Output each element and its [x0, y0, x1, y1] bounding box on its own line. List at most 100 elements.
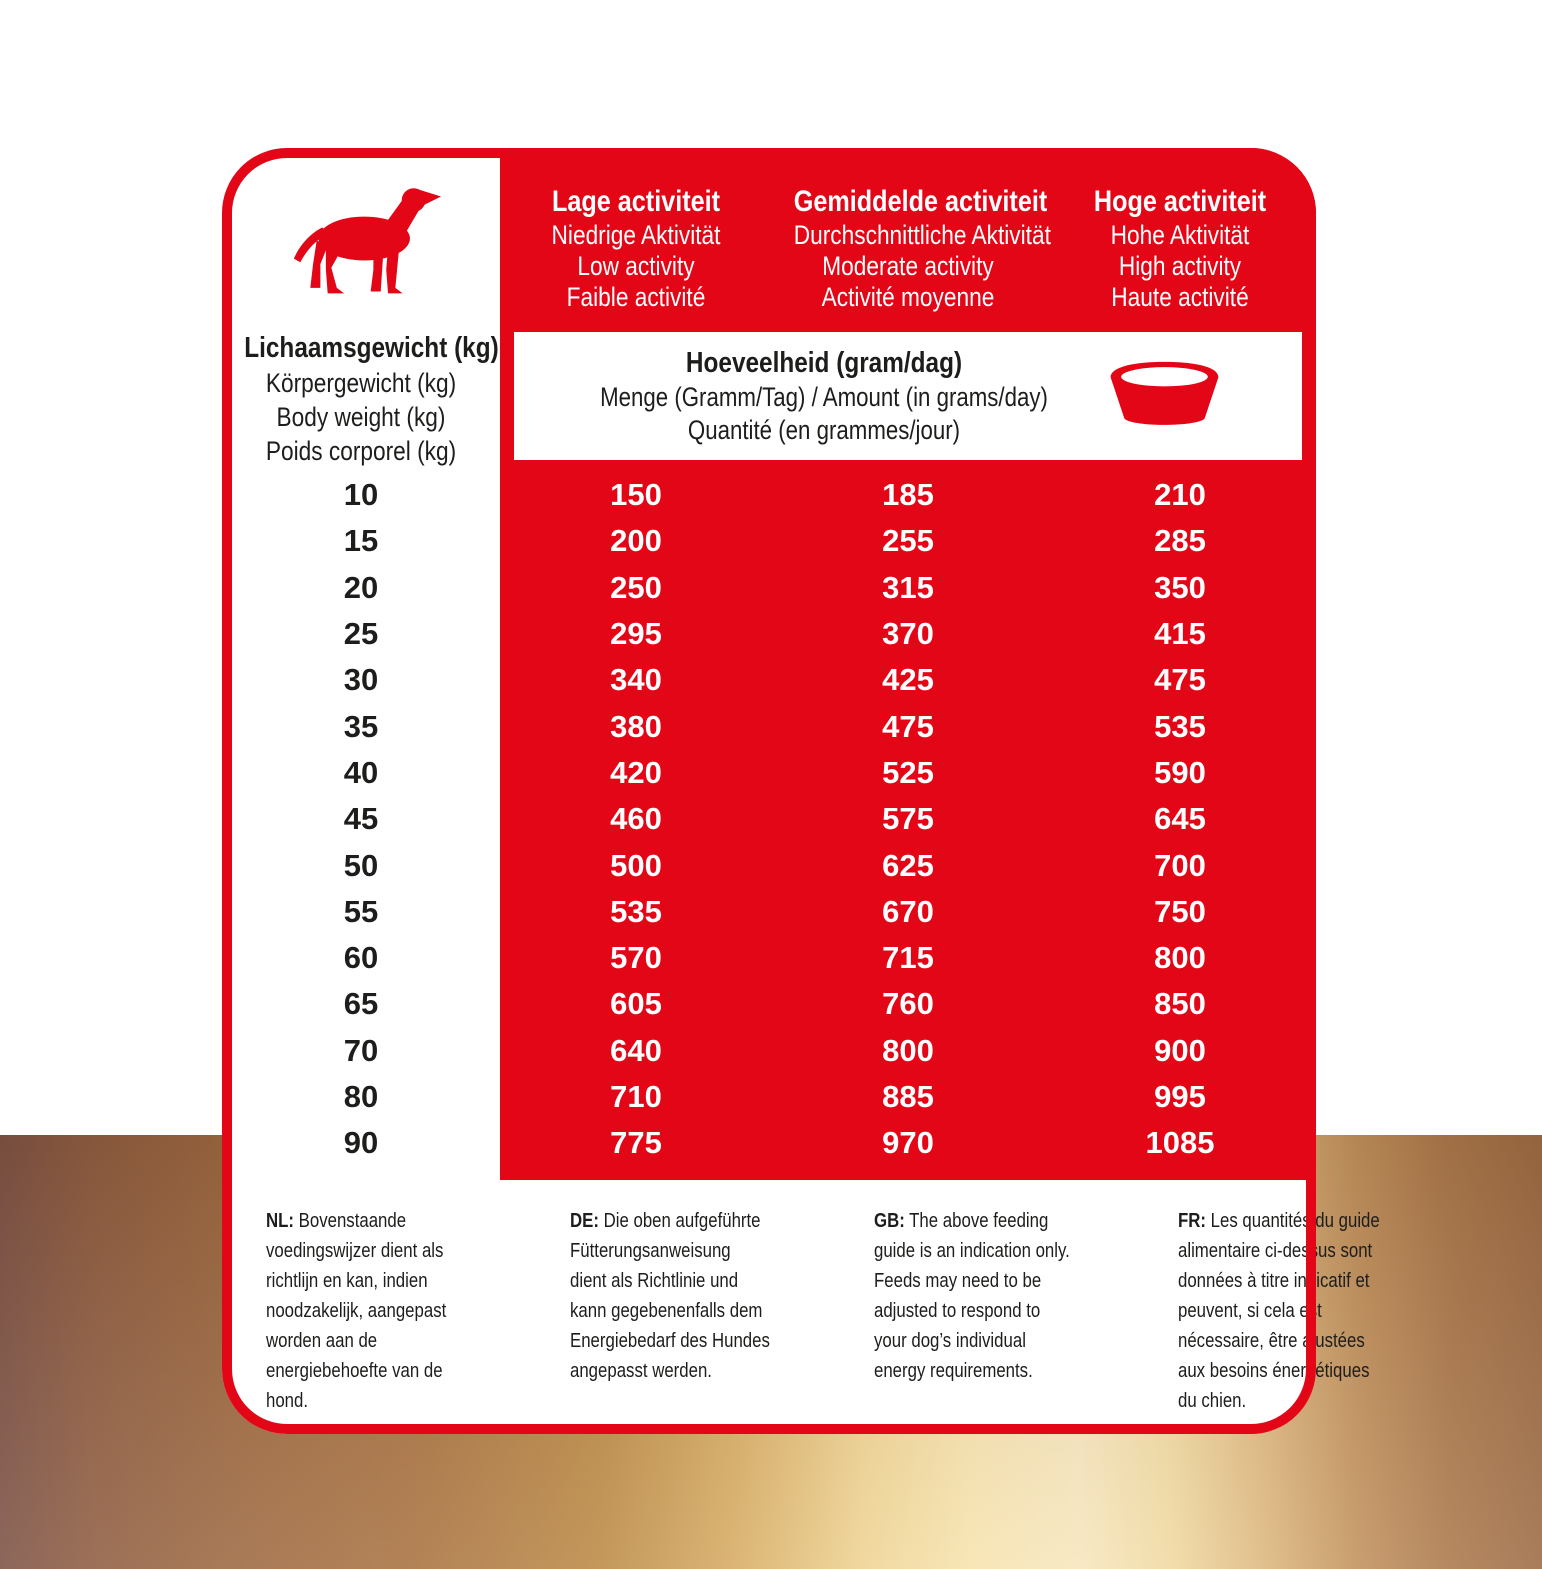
weight-row: 20 — [343, 569, 379, 605]
weight-row: 30 — [343, 662, 379, 698]
amount-cell: 295 — [610, 616, 662, 652]
amount-cell: 415 — [1154, 616, 1206, 652]
note-gb: GB: The above feeding guide is an indica… — [874, 1206, 1111, 1416]
amount-band-subtitles: Menge (Gramm/Tag) / Amount (in grams/day… — [600, 382, 1048, 445]
note-de-prefix: DE: — [570, 1210, 599, 1232]
amount-cell: 570 — [610, 940, 662, 976]
amount-cell: 850 — [1154, 986, 1206, 1022]
amount-row: 710 885 995 — [500, 1074, 1316, 1120]
note-nl: NL: Bovenstaande voedingswijzer dient al… — [266, 1206, 503, 1416]
note-fr: FR: Les quantités du guide alimentaire c… — [1178, 1206, 1415, 1416]
amount-row: 340 425 475 — [500, 657, 1316, 703]
amount-row: 420 525 590 — [500, 750, 1316, 796]
amount-cell: 700 — [1154, 847, 1206, 883]
body-weight-header: Lichaamsgewicht (kg) Körpergewicht (kg) … — [222, 330, 500, 468]
activity-header-low: Lage activiteit Niedrige Aktivität Low a… — [522, 184, 750, 313]
amount-cell: 255 — [882, 523, 934, 559]
dog-icon — [293, 188, 442, 294]
amount-cell: 625 — [882, 847, 934, 883]
amount-row: 250 315 350 — [500, 565, 1316, 611]
amount-cell: 535 — [610, 893, 662, 929]
amount-cell: 460 — [610, 801, 662, 837]
amount-row: 380 475 535 — [500, 703, 1316, 749]
amount-band-text: Hoeveelheid (gram/dag) Menge (Gramm/Tag)… — [564, 332, 1085, 460]
note-de-text: Die oben aufgeführte Fütterungsanweisung… — [570, 1210, 770, 1382]
amount-cell: 800 — [882, 1032, 934, 1068]
amount-cell: 475 — [1154, 662, 1206, 698]
amount-band-title: Hoeveelheid (gram/dag) — [685, 347, 963, 379]
body-weight-title: Lichaamsgewicht (kg) — [244, 332, 499, 364]
amount-cell: 800 — [1154, 940, 1206, 976]
activity-header-high-title: Hoge activiteit — [1093, 185, 1267, 218]
note-gb-prefix: GB: — [874, 1210, 905, 1232]
amount-cell: 210 — [1154, 477, 1206, 513]
amount-cell: 185 — [882, 477, 934, 513]
amount-row: 500 625 700 — [500, 842, 1316, 888]
amount-cell: 605 — [610, 986, 662, 1022]
amount-band: Hoeveelheid (gram/dag) Menge (Gramm/Tag)… — [514, 332, 1302, 460]
weight-row: 60 — [343, 940, 379, 976]
amount-cell: 285 — [1154, 523, 1206, 559]
note-nl-text: Bovenstaande voedingswijzer dient als ri… — [266, 1210, 447, 1412]
amount-cell: 250 — [610, 569, 662, 605]
activity-headers: Lage activiteit Niedrige Aktivität Low a… — [500, 184, 1316, 313]
feeding-guide-card: Lage activiteit Niedrige Aktivität Low a… — [222, 148, 1380, 1434]
activity-header-low-title: Lage activiteit — [551, 185, 721, 218]
activity-header-low-subtitles: Niedrige Aktivität Low activity Faible a… — [551, 220, 721, 312]
amount-cell: 575 — [882, 801, 934, 837]
feeding-table-red-panel: Lage activiteit Niedrige Aktivität Low a… — [500, 148, 1316, 1180]
amount-cell: 525 — [882, 754, 934, 790]
amount-cell: 500 — [610, 847, 662, 883]
amount-cell: 640 — [610, 1032, 662, 1068]
amount-cell: 590 — [1154, 754, 1206, 790]
amount-cell: 420 — [610, 754, 662, 790]
amount-cell: 670 — [882, 893, 934, 929]
amount-cell: 150 — [610, 477, 662, 513]
amount-row: 460 575 645 — [500, 796, 1316, 842]
weight-row: 25 — [343, 616, 379, 652]
amount-row: 570 715 800 — [500, 935, 1316, 981]
weight-row: 35 — [343, 708, 379, 744]
amount-cell: 885 — [882, 1079, 934, 1114]
note-fr-text: Les quantités du guide alimentaire ci-de… — [1178, 1210, 1380, 1412]
amount-row: 295 370 415 — [500, 611, 1316, 657]
weight-row: 80 — [343, 1079, 379, 1114]
amount-cell: 970 — [882, 1125, 934, 1161]
activity-header-high-subtitles: Hohe Aktivität High activity Haute activ… — [1110, 220, 1250, 312]
weight-row: 70 — [343, 1032, 379, 1068]
amount-cell: 475 — [882, 708, 934, 744]
amount-cell: 750 — [1154, 893, 1206, 929]
amount-row: 640 800 900 — [500, 1028, 1316, 1074]
weight-row: 55 — [343, 893, 379, 929]
amount-cell: 535 — [1154, 708, 1206, 744]
amount-cell: 760 — [882, 986, 934, 1022]
activity-header-high: Hoge activiteit Hohe Aktivität High acti… — [1066, 184, 1294, 313]
amount-row: 605 760 850 — [500, 981, 1316, 1027]
amount-values-grid: 150 185 210 200 255 285 250 315 350 295 370 415 340 4… — [500, 472, 1316, 1166]
note-gb-text: The above feeding guide is an indication… — [874, 1210, 1070, 1382]
weight-row: 40 — [343, 754, 379, 790]
amount-row: 775 970 1085 — [500, 1120, 1316, 1166]
weight-row: 90 — [343, 1125, 379, 1161]
amount-cell: 370 — [882, 616, 934, 652]
amount-cell: 350 — [1154, 569, 1206, 605]
amount-cell: 710 — [610, 1079, 662, 1114]
amount-cell: 645 — [1154, 801, 1206, 837]
amount-cell: 315 — [882, 569, 934, 605]
dog-bowl-icon — [1110, 361, 1219, 425]
activity-header-moderate: Gemiddelde activiteit Durchschnittliche … — [793, 184, 1051, 313]
activity-header-moderate-subtitles: Durchschnittliche Aktivität Moderate act… — [793, 220, 1051, 312]
weight-row: 65 — [343, 986, 379, 1022]
amount-row: 535 670 750 — [500, 889, 1316, 935]
amount-cell: 900 — [1154, 1032, 1206, 1068]
amount-row: 150 185 210 — [500, 472, 1316, 518]
amount-cell: 340 — [610, 662, 662, 698]
amount-cell: 995 — [1154, 1079, 1206, 1114]
amount-cell: 1085 — [1145, 1125, 1215, 1161]
weight-row: 50 — [343, 847, 379, 883]
body-weight-subtitles: Körpergewicht (kg) Body weight (kg) Poid… — [265, 368, 457, 466]
amount-cell: 380 — [610, 708, 662, 744]
amount-cell: 425 — [882, 662, 934, 698]
weight-row: 10 — [343, 477, 379, 513]
